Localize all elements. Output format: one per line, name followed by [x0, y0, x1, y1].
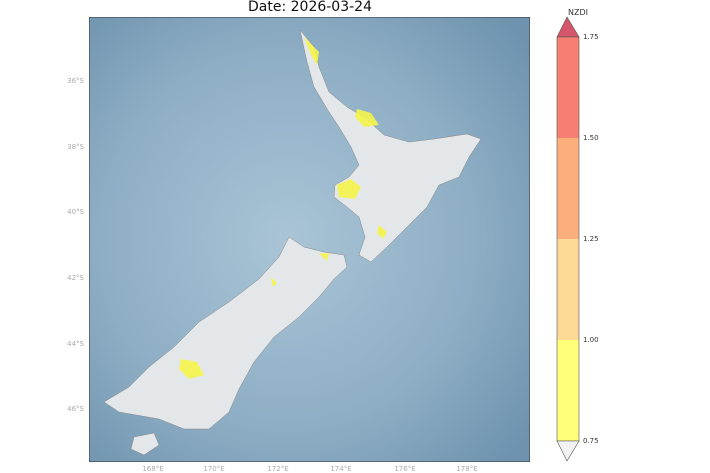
map[interactable]: [89, 17, 530, 462]
lon-tick: 174°E: [330, 465, 352, 473]
lon-tick: 178°E: [456, 465, 478, 473]
colorbar-label: NZDI: [568, 8, 588, 17]
lat-tick: 38°S: [67, 143, 84, 151]
colorbar-under: [556, 440, 580, 462]
colorbar-bin-1.5-1.75: [557, 37, 579, 138]
colorbar-tick: 1.00: [583, 336, 599, 344]
colorbar-tick: 1.50: [583, 134, 599, 142]
lon-tick: 176°E: [394, 465, 416, 473]
colorbar-over: [556, 16, 580, 38]
drought-area-auckland: [355, 109, 379, 127]
lat-tick: 40°S: [67, 208, 84, 216]
drought-area-nelson: [319, 253, 329, 261]
lon-tick: 168°E: [142, 465, 164, 473]
colorbar-tick: 0.75: [583, 437, 599, 445]
lon-tick: 170°E: [203, 465, 225, 473]
map-title: Date: 2026-03-24: [248, 0, 372, 15]
south-island: [103, 236, 348, 430]
colorbar-tick: 1.75: [583, 33, 599, 41]
lat-tick: 46°S: [67, 405, 84, 413]
lat-tick: 44°S: [67, 340, 84, 348]
lat-tick: 42°S: [67, 274, 84, 282]
drought-area-taranaki-bight: [337, 179, 361, 199]
lat-tick: 36°S: [67, 77, 84, 85]
stewart-island: [130, 432, 160, 456]
colorbar-bin-1.25-1.5: [557, 138, 579, 239]
colorbar-tick: 1.25: [583, 235, 599, 243]
drought-area-northland: [304, 37, 319, 65]
drought-area-otago: [179, 359, 204, 379]
drought-area-westcoast: [271, 277, 277, 287]
colorbar-bin-1.0-1.25: [557, 239, 579, 340]
drought-area-manawatu: [377, 225, 387, 239]
lon-tick: 172°E: [267, 465, 289, 473]
colorbar-bin-0.75-1.0: [557, 340, 579, 441]
drought-areas: [179, 37, 387, 379]
colorbar: [556, 16, 580, 462]
